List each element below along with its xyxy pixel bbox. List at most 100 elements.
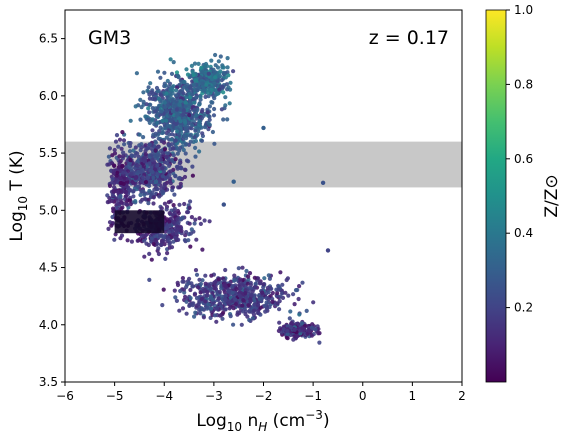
scatter-point	[156, 251, 161, 257]
scatter-point	[200, 247, 205, 252]
scatter-point	[276, 287, 281, 292]
scatter-point	[209, 294, 214, 300]
scatter-point	[147, 96, 152, 101]
scatter-point	[192, 100, 197, 105]
scatter-point	[231, 322, 236, 327]
scatter-point	[173, 138, 178, 143]
scatter-point	[141, 99, 146, 104]
scatter-point	[129, 171, 134, 176]
scatter-point	[129, 166, 134, 171]
scatter-point	[182, 290, 187, 295]
scatter-point	[122, 142, 127, 147]
x-tick-label: −1	[304, 389, 322, 403]
scatter-point	[160, 303, 165, 308]
scatter-point	[184, 142, 189, 147]
scatter-point	[200, 131, 205, 136]
scatter-point	[222, 283, 227, 288]
scatter-point	[270, 290, 275, 296]
scatter-point	[182, 174, 188, 180]
scatter-point	[110, 214, 115, 220]
scatter-point	[300, 280, 305, 285]
scatter-point	[164, 91, 169, 96]
scatter-point	[255, 310, 260, 315]
scatter-point	[200, 81, 205, 86]
scatter-point	[190, 173, 195, 178]
colorbar-ticks: 0.2 0.4 0.6 0.8 1.0	[506, 3, 533, 315]
scatter-point	[167, 96, 172, 101]
scatter-point	[191, 72, 196, 78]
scatter-point	[171, 239, 176, 244]
scatter-point	[225, 65, 230, 70]
scatter-point	[291, 292, 296, 297]
scatter-point	[194, 272, 200, 277]
scatter-point	[209, 87, 214, 93]
scatter-point	[228, 80, 233, 85]
scatter-point	[186, 209, 191, 215]
scatter-point	[129, 153, 134, 158]
scatter-point	[184, 299, 189, 304]
scatter-point	[188, 199, 193, 204]
y-tick-label: 5.5	[39, 146, 58, 160]
scatter-point	[172, 206, 177, 211]
scatter-point	[167, 211, 172, 216]
scatter-point	[264, 306, 269, 311]
scatter-point	[111, 189, 116, 194]
scatter-point	[160, 118, 165, 123]
y-tick-label: 6.0	[39, 89, 58, 103]
scatter-point	[188, 296, 193, 301]
scatter-point	[164, 154, 169, 160]
scatter-point	[171, 124, 176, 129]
scatter-point	[230, 284, 235, 289]
scatter-point	[162, 100, 167, 105]
scatter-point	[155, 187, 160, 192]
scatter-point	[156, 144, 161, 149]
scatter-point	[188, 287, 193, 293]
scatter-point	[246, 289, 251, 294]
scatter-point	[184, 67, 189, 72]
scatter-point	[163, 256, 168, 261]
scatter-point	[252, 285, 258, 290]
scatter-point	[172, 288, 177, 293]
scatter-point	[198, 281, 203, 287]
scatter-point	[171, 60, 176, 65]
scatter-point	[150, 91, 155, 97]
scatter-point	[277, 307, 282, 312]
scatter-point	[184, 158, 190, 163]
scatter-point	[174, 228, 179, 233]
scatter-point	[189, 63, 194, 68]
scatter-point	[212, 106, 217, 112]
scatter-point	[207, 122, 212, 127]
x-tick-label: −3	[205, 389, 223, 403]
scatter-point	[213, 75, 218, 80]
scatter-point	[174, 107, 179, 112]
scatter-point	[275, 291, 280, 296]
x-tick-label: −2	[255, 389, 273, 403]
scatter-point	[145, 164, 150, 169]
scatter-point	[188, 231, 193, 236]
scatter-point	[157, 194, 162, 199]
scatter-point	[149, 257, 154, 262]
scatter-point	[193, 78, 198, 83]
scatter-point	[203, 94, 208, 99]
scatter-point	[167, 223, 173, 228]
scatter-point	[183, 120, 188, 125]
scatter-point	[211, 113, 217, 118]
colorbar-tick-label: 0.8	[514, 77, 533, 91]
colorbar: 0.2 0.4 0.6 0.8 1.0 Z/Z⊙	[485, 3, 562, 383]
scatter-point	[164, 118, 169, 123]
scatter-point	[300, 326, 305, 331]
scatter-point	[145, 145, 150, 151]
scatter-point	[223, 103, 228, 108]
scatter-point	[235, 312, 240, 317]
scatter-point	[201, 315, 206, 320]
scatter-point	[155, 152, 160, 157]
scatter-point	[146, 106, 151, 111]
scatter-point	[203, 273, 208, 278]
scatter-point	[112, 163, 117, 168]
scatter-point	[184, 129, 189, 134]
scatter-point	[231, 69, 236, 74]
scatter-point	[237, 293, 242, 298]
scatter-point	[175, 282, 181, 288]
scatter-point	[166, 200, 171, 205]
scatter-point	[128, 158, 133, 163]
